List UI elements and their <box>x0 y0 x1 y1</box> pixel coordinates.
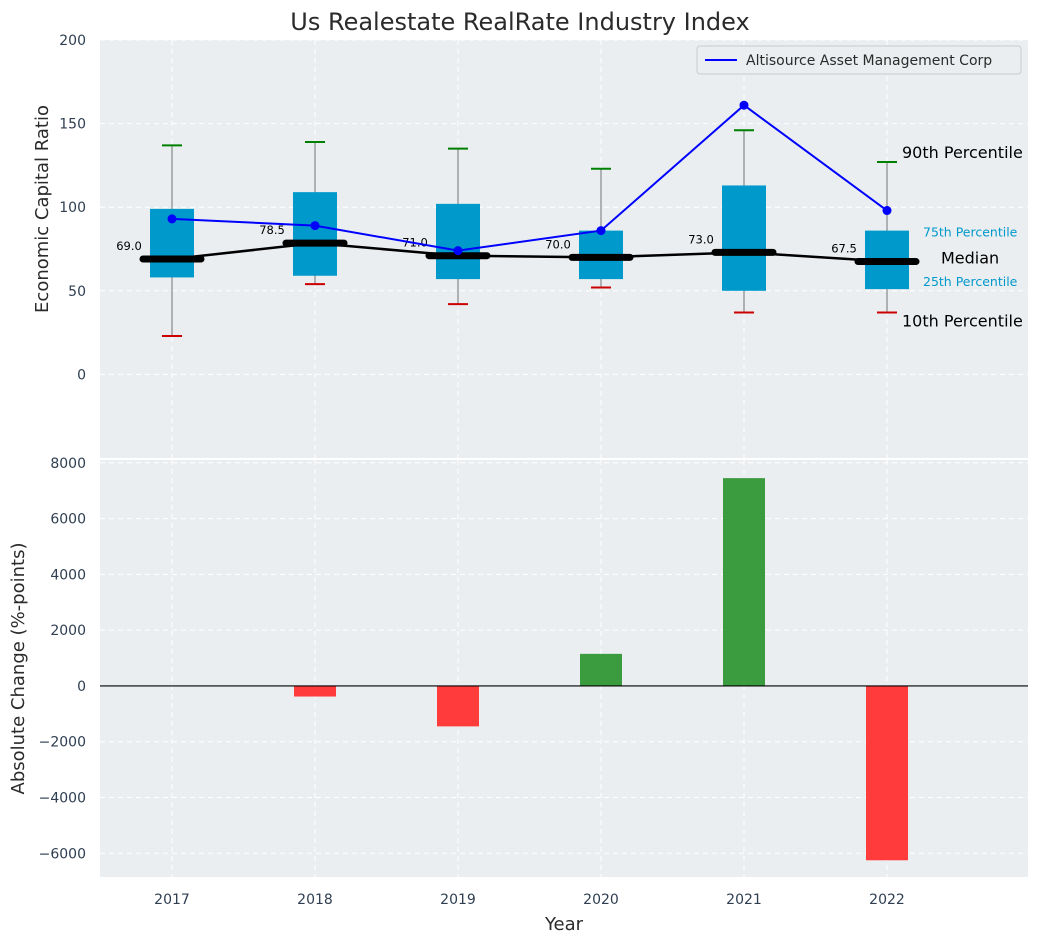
change-bar <box>294 685 336 697</box>
median-value-label: 73.0 <box>688 232 714 246</box>
annotation-10th-percentile: 10th Percentile <box>902 312 1023 331</box>
legend: Altisource Asset Management Corp <box>696 45 1022 75</box>
x-tick-label: 2020 <box>583 892 619 908</box>
company-series-point <box>882 206 892 216</box>
top-y-tick-label: 50 <box>68 284 86 300</box>
bottom-y-tick-label: 8000 <box>50 456 86 472</box>
company-series <box>167 100 892 256</box>
iqr-box <box>722 185 766 291</box>
bottom-y-tick-label: 6000 <box>50 512 86 528</box>
median-value-label: 69.0 <box>116 239 142 253</box>
change-bar <box>866 685 908 861</box>
median-value-label: 70.0 <box>545 237 571 251</box>
chart-title: Us Realestate RealRate Industry Index <box>290 8 749 36</box>
change-bars <box>294 478 908 861</box>
company-series-point <box>596 226 606 236</box>
annotation-25th-percentile: 25th Percentile <box>923 274 1018 289</box>
legend-label: Altisource Asset Management Corp <box>746 53 992 69</box>
company-series-point <box>310 221 320 231</box>
bottom-y-tick-label: 0 <box>77 679 86 695</box>
annotation-median: Median <box>941 249 999 268</box>
top-y-tick-labels: 0 50 100 150 200 <box>59 33 86 383</box>
change-bar <box>437 685 479 727</box>
change-bar <box>580 653 622 686</box>
top-y-axis-label: Economic Capital Ratio <box>32 105 53 313</box>
median-trend: 69.078.571.0 70.0 73.067.5 <box>116 223 920 266</box>
x-tick-label: 2017 <box>154 892 190 908</box>
top-y-tick-label: 0 <box>77 367 86 383</box>
top-y-tick-label: 150 <box>59 117 86 133</box>
x-tick-label: 2018 <box>297 892 333 908</box>
percentile-annotations: 90th Percentile 75th Percentile Median 2… <box>902 143 1023 330</box>
x-tick-labels: 2017 2018 2019 2020 2021 2022 <box>154 892 905 908</box>
annotation-75th-percentile: 75th Percentile <box>923 225 1018 240</box>
company-series-point <box>167 214 177 224</box>
bottom-y-axis-label: Absolute Change (%-points) <box>8 543 29 795</box>
x-axis-label: Year <box>544 914 584 935</box>
iqr-box <box>293 192 337 276</box>
legend-frame <box>696 45 1022 75</box>
x-tick-label: 2021 <box>726 892 762 908</box>
bottom-y-tick-label: −2000 <box>39 735 86 751</box>
bottom-y-tick-labels: −6000 −4000 −2000 0 2000 4000 6000 8000 <box>39 456 86 863</box>
annotation-90th-percentile: 90th Percentile <box>902 143 1023 162</box>
company-series-point <box>453 246 463 256</box>
median-value-label: 67.5 <box>831 242 857 256</box>
bottom-y-tick-label: 2000 <box>50 623 86 639</box>
company-series-line <box>171 103 888 252</box>
median-value-label: 78.5 <box>259 223 285 237</box>
bottom-y-tick-label: −6000 <box>39 846 86 862</box>
top-y-tick-label: 100 <box>59 200 86 216</box>
bottom-y-tick-label: 4000 <box>50 567 86 583</box>
change-bar <box>723 478 765 686</box>
company-series-point <box>739 100 749 110</box>
iqr-box <box>436 203 480 280</box>
top-y-tick-label: 200 <box>59 33 86 49</box>
bottom-y-tick-label: −4000 <box>39 791 86 807</box>
x-tick-label: 2019 <box>440 892 476 908</box>
x-tick-label: 2022 <box>869 892 905 908</box>
